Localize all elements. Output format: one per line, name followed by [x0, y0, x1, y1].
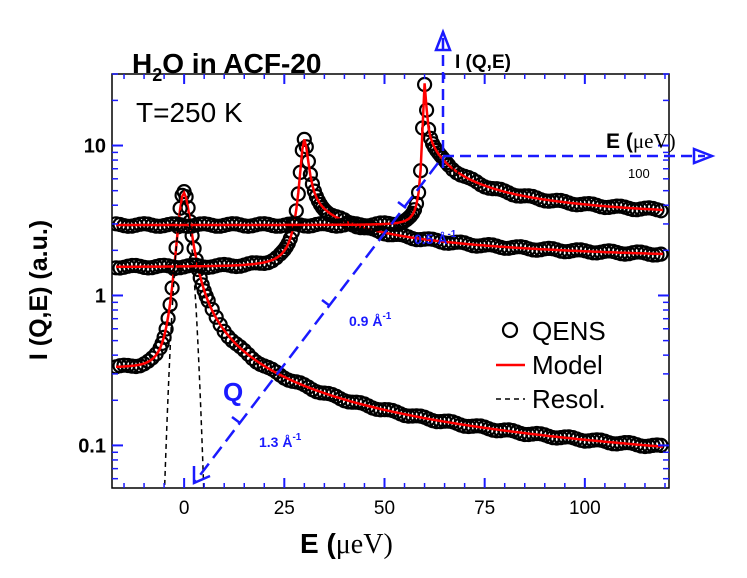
- q-axis-tick: [231, 416, 241, 424]
- inset-vertical-arrowhead: [434, 28, 452, 52]
- q-exponent: -1: [382, 311, 391, 322]
- q-axis: [193, 162, 439, 484]
- axis-ticks: 0 25 50 75 100 0.1 1 10: [78, 73, 669, 519]
- model-curve: [116, 138, 664, 268]
- y-tick-label: 1: [95, 285, 106, 307]
- data-point: [236, 342, 252, 358]
- q-exponent: -1: [292, 432, 301, 443]
- data-point: [204, 301, 220, 317]
- inset-x-unit: eV): [644, 129, 675, 153]
- inset-x-mu: μ: [633, 129, 644, 153]
- q-axis-tick: [397, 201, 407, 209]
- y-axis-label: I (Q,E) (a.u.): [25, 220, 53, 360]
- x-axis-mu: μ: [336, 529, 351, 560]
- title-rest: O in ACF-20: [162, 48, 321, 79]
- x-tick-label: 25: [274, 498, 295, 519]
- legend-label-model: Model: [532, 350, 603, 380]
- q-label: Q: [223, 377, 243, 407]
- x-tick-label: 75: [474, 498, 495, 519]
- x-tick-label: 100: [569, 498, 601, 519]
- data-point: [208, 309, 224, 325]
- inset-hundred-label: 100: [628, 166, 650, 181]
- series-2: [112, 76, 669, 234]
- inset-horizontal-arrowhead: [692, 147, 716, 165]
- title-subscript: 2: [152, 65, 162, 85]
- q-value-label: 0.5 Å-1: [414, 229, 457, 247]
- data-point: [437, 152, 453, 168]
- y-tick-label: 0.1: [78, 435, 106, 457]
- q-value-label: 1.3 Å-1: [259, 432, 302, 450]
- x-axis-unit: eV): [351, 529, 393, 560]
- q-exponent: -1: [447, 229, 456, 240]
- data-point: [240, 346, 256, 362]
- data-point: [232, 339, 248, 355]
- data-point: [653, 203, 669, 219]
- chart-title: H2O in ACF-20: [132, 48, 321, 85]
- x-axis-label: E (μeV): [300, 528, 393, 560]
- legend-label-resol: Resol.: [532, 384, 606, 414]
- model-curve: [116, 189, 664, 448]
- q-axis-arrowhead: [192, 466, 211, 485]
- plot-frame: [111, 73, 670, 489]
- q-value-label: 0.9 Å-1: [349, 311, 392, 329]
- legend-marker-qens: [501, 321, 519, 339]
- data-point: [408, 196, 425, 212]
- y-tick-label: 10: [84, 136, 106, 158]
- data-point: [144, 350, 160, 366]
- inset-axes: I (Q,E) E (μeV) 0 100 Q 1.3 Å-1 0.9 Å-1 …: [192, 28, 716, 485]
- data-point: [200, 293, 216, 309]
- x-tick-label: 0: [179, 498, 190, 519]
- model-curve: [116, 83, 664, 227]
- inset-zero-label: 0: [452, 162, 459, 177]
- q-axis-tick: [321, 299, 331, 307]
- inset-y-label: I (Q,E): [455, 52, 511, 73]
- data-layer: [112, 76, 669, 488]
- legend: QENS Model Resol.: [496, 316, 606, 414]
- data-point: [282, 231, 298, 247]
- inset-x-label: E (μeV): [606, 129, 676, 153]
- x-tick-label: 50: [374, 498, 395, 519]
- legend-label-qens: QENS: [532, 316, 606, 346]
- temperature-label: T=250 K: [136, 97, 243, 128]
